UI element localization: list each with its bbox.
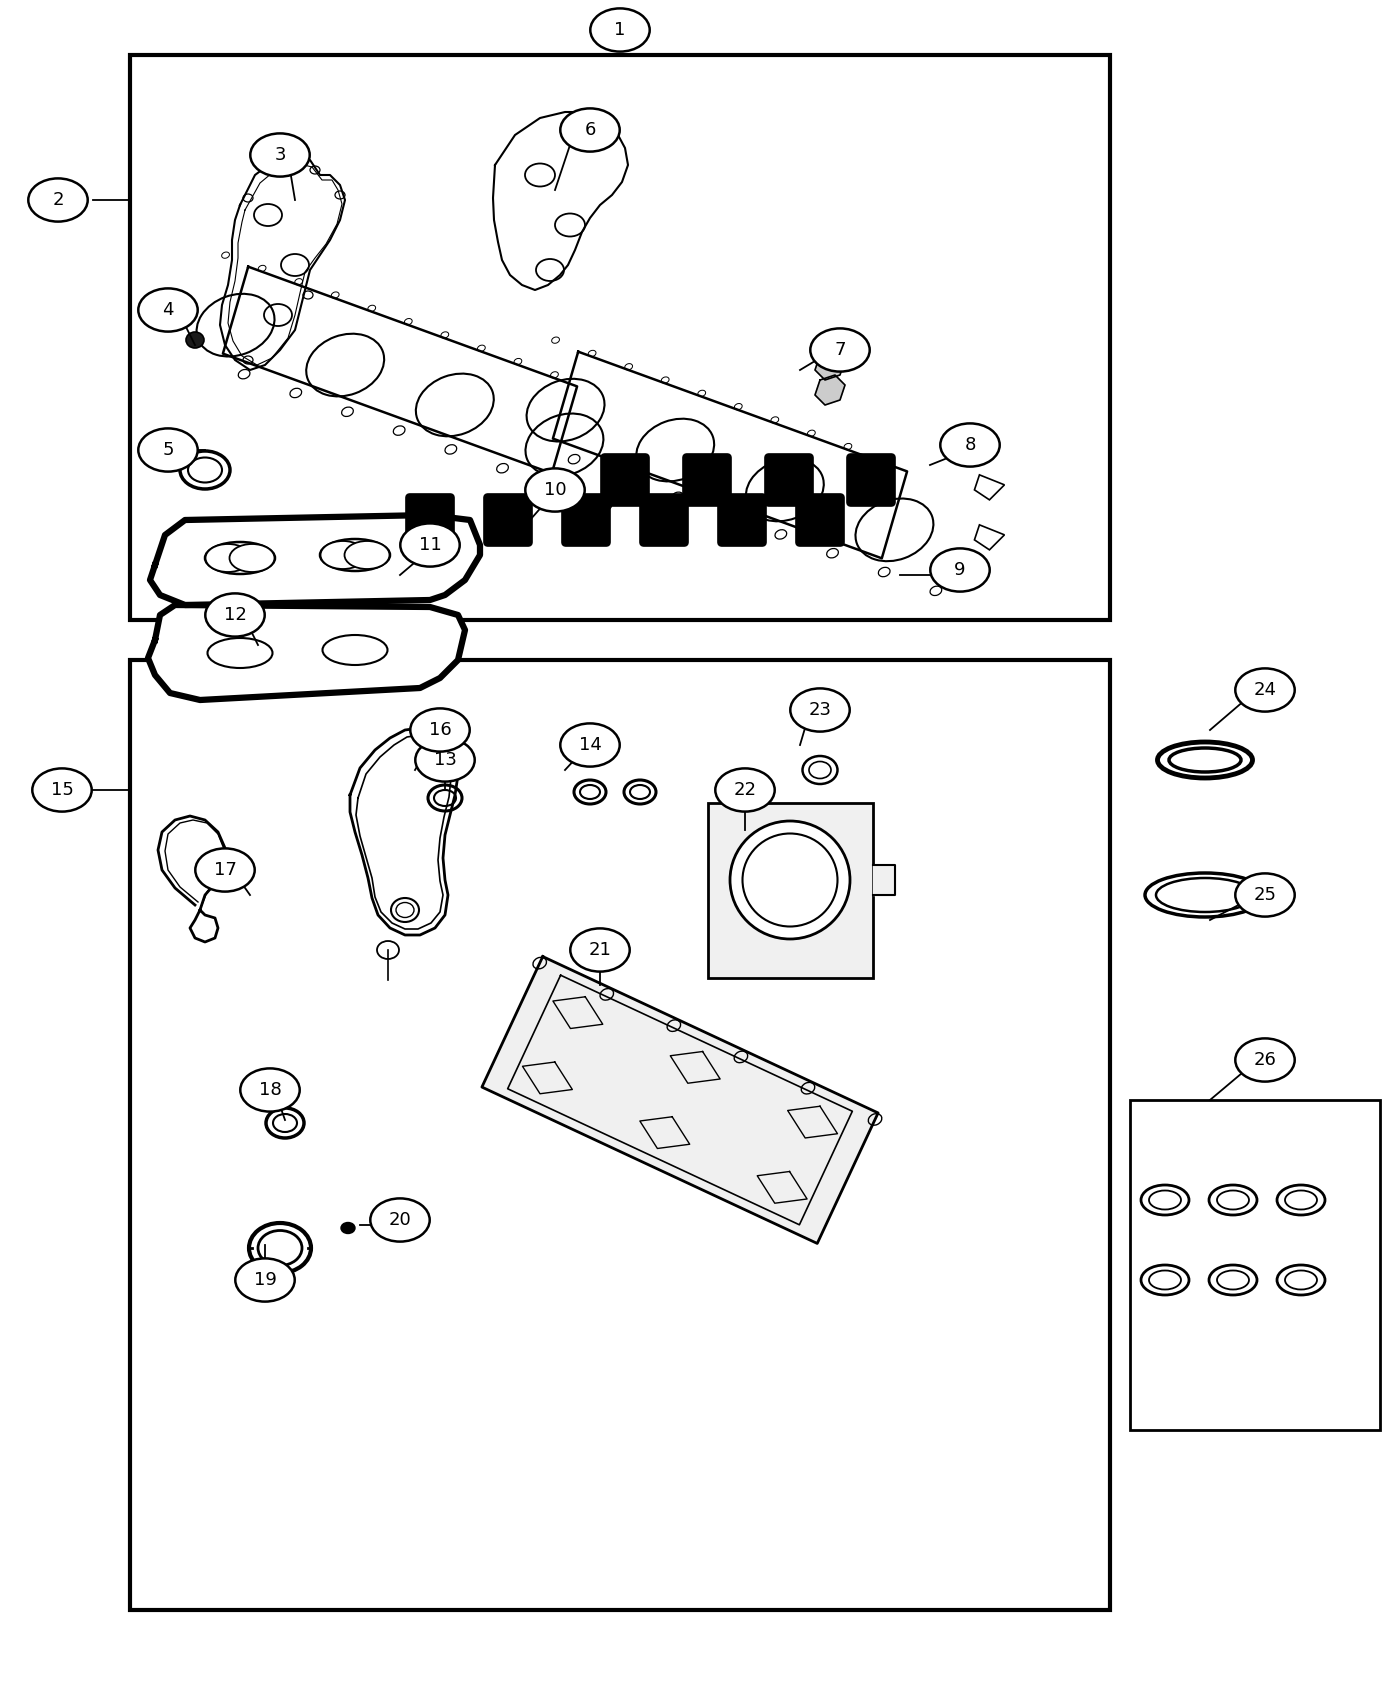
Text: 12: 12 [224, 605, 246, 624]
FancyBboxPatch shape [640, 495, 687, 546]
Text: 19: 19 [253, 1272, 276, 1289]
FancyBboxPatch shape [484, 495, 532, 546]
Ellipse shape [206, 593, 265, 636]
Polygon shape [150, 515, 480, 605]
Ellipse shape [251, 133, 309, 177]
Bar [130, 660, 1110, 1610]
FancyBboxPatch shape [561, 495, 610, 546]
Ellipse shape [591, 8, 650, 51]
Ellipse shape [241, 1068, 300, 1112]
Ellipse shape [235, 1258, 294, 1302]
Ellipse shape [790, 688, 850, 731]
FancyBboxPatch shape [718, 495, 766, 546]
Ellipse shape [560, 109, 620, 151]
Ellipse shape [410, 709, 470, 751]
Ellipse shape [1235, 668, 1295, 712]
Text: 6: 6 [584, 121, 595, 139]
Text: 24: 24 [1253, 682, 1277, 699]
Text: 1: 1 [615, 20, 626, 39]
Polygon shape [815, 376, 846, 405]
Ellipse shape [196, 848, 255, 891]
Text: 22: 22 [734, 780, 756, 799]
Text: 7: 7 [834, 342, 846, 359]
Text: 5: 5 [162, 440, 174, 459]
Bar [1130, 1100, 1380, 1430]
Ellipse shape [139, 428, 197, 471]
Ellipse shape [32, 768, 92, 811]
Text: 11: 11 [419, 536, 441, 554]
FancyBboxPatch shape [764, 454, 813, 507]
Ellipse shape [230, 544, 274, 571]
Polygon shape [872, 865, 895, 894]
Ellipse shape [560, 724, 620, 767]
Text: 10: 10 [543, 481, 567, 500]
Text: 23: 23 [809, 700, 832, 719]
Text: 25: 25 [1253, 886, 1277, 904]
Ellipse shape [570, 928, 630, 972]
FancyBboxPatch shape [601, 454, 650, 507]
Polygon shape [482, 957, 878, 1243]
Text: 20: 20 [389, 1210, 412, 1229]
FancyBboxPatch shape [797, 495, 844, 546]
Ellipse shape [344, 541, 389, 570]
Ellipse shape [525, 469, 585, 512]
Text: 18: 18 [259, 1081, 281, 1098]
Text: 26: 26 [1253, 1051, 1277, 1069]
Polygon shape [815, 350, 846, 381]
Ellipse shape [400, 524, 459, 566]
Ellipse shape [930, 549, 990, 592]
Ellipse shape [729, 821, 850, 938]
Ellipse shape [1235, 1039, 1295, 1081]
Text: 16: 16 [428, 721, 451, 740]
Text: 15: 15 [50, 780, 73, 799]
Bar [130, 54, 1110, 620]
Ellipse shape [321, 541, 365, 570]
Text: 9: 9 [955, 561, 966, 580]
Ellipse shape [1235, 874, 1295, 916]
Ellipse shape [416, 738, 475, 782]
Text: 17: 17 [214, 860, 237, 879]
Ellipse shape [206, 544, 251, 571]
Ellipse shape [715, 768, 774, 811]
Ellipse shape [370, 1198, 430, 1241]
Ellipse shape [28, 178, 88, 221]
Text: 2: 2 [52, 190, 64, 209]
Ellipse shape [941, 423, 1000, 466]
Ellipse shape [342, 1222, 356, 1234]
Text: 14: 14 [578, 736, 602, 755]
Ellipse shape [139, 289, 197, 332]
Polygon shape [148, 605, 465, 700]
Text: 3: 3 [274, 146, 286, 163]
Text: 4: 4 [162, 301, 174, 320]
FancyBboxPatch shape [707, 802, 872, 978]
Text: 13: 13 [434, 751, 456, 768]
FancyBboxPatch shape [847, 454, 895, 507]
FancyBboxPatch shape [683, 454, 731, 507]
Text: 8: 8 [965, 435, 976, 454]
FancyBboxPatch shape [406, 495, 454, 546]
Ellipse shape [811, 328, 869, 372]
Ellipse shape [186, 332, 204, 348]
Text: 21: 21 [588, 942, 612, 959]
